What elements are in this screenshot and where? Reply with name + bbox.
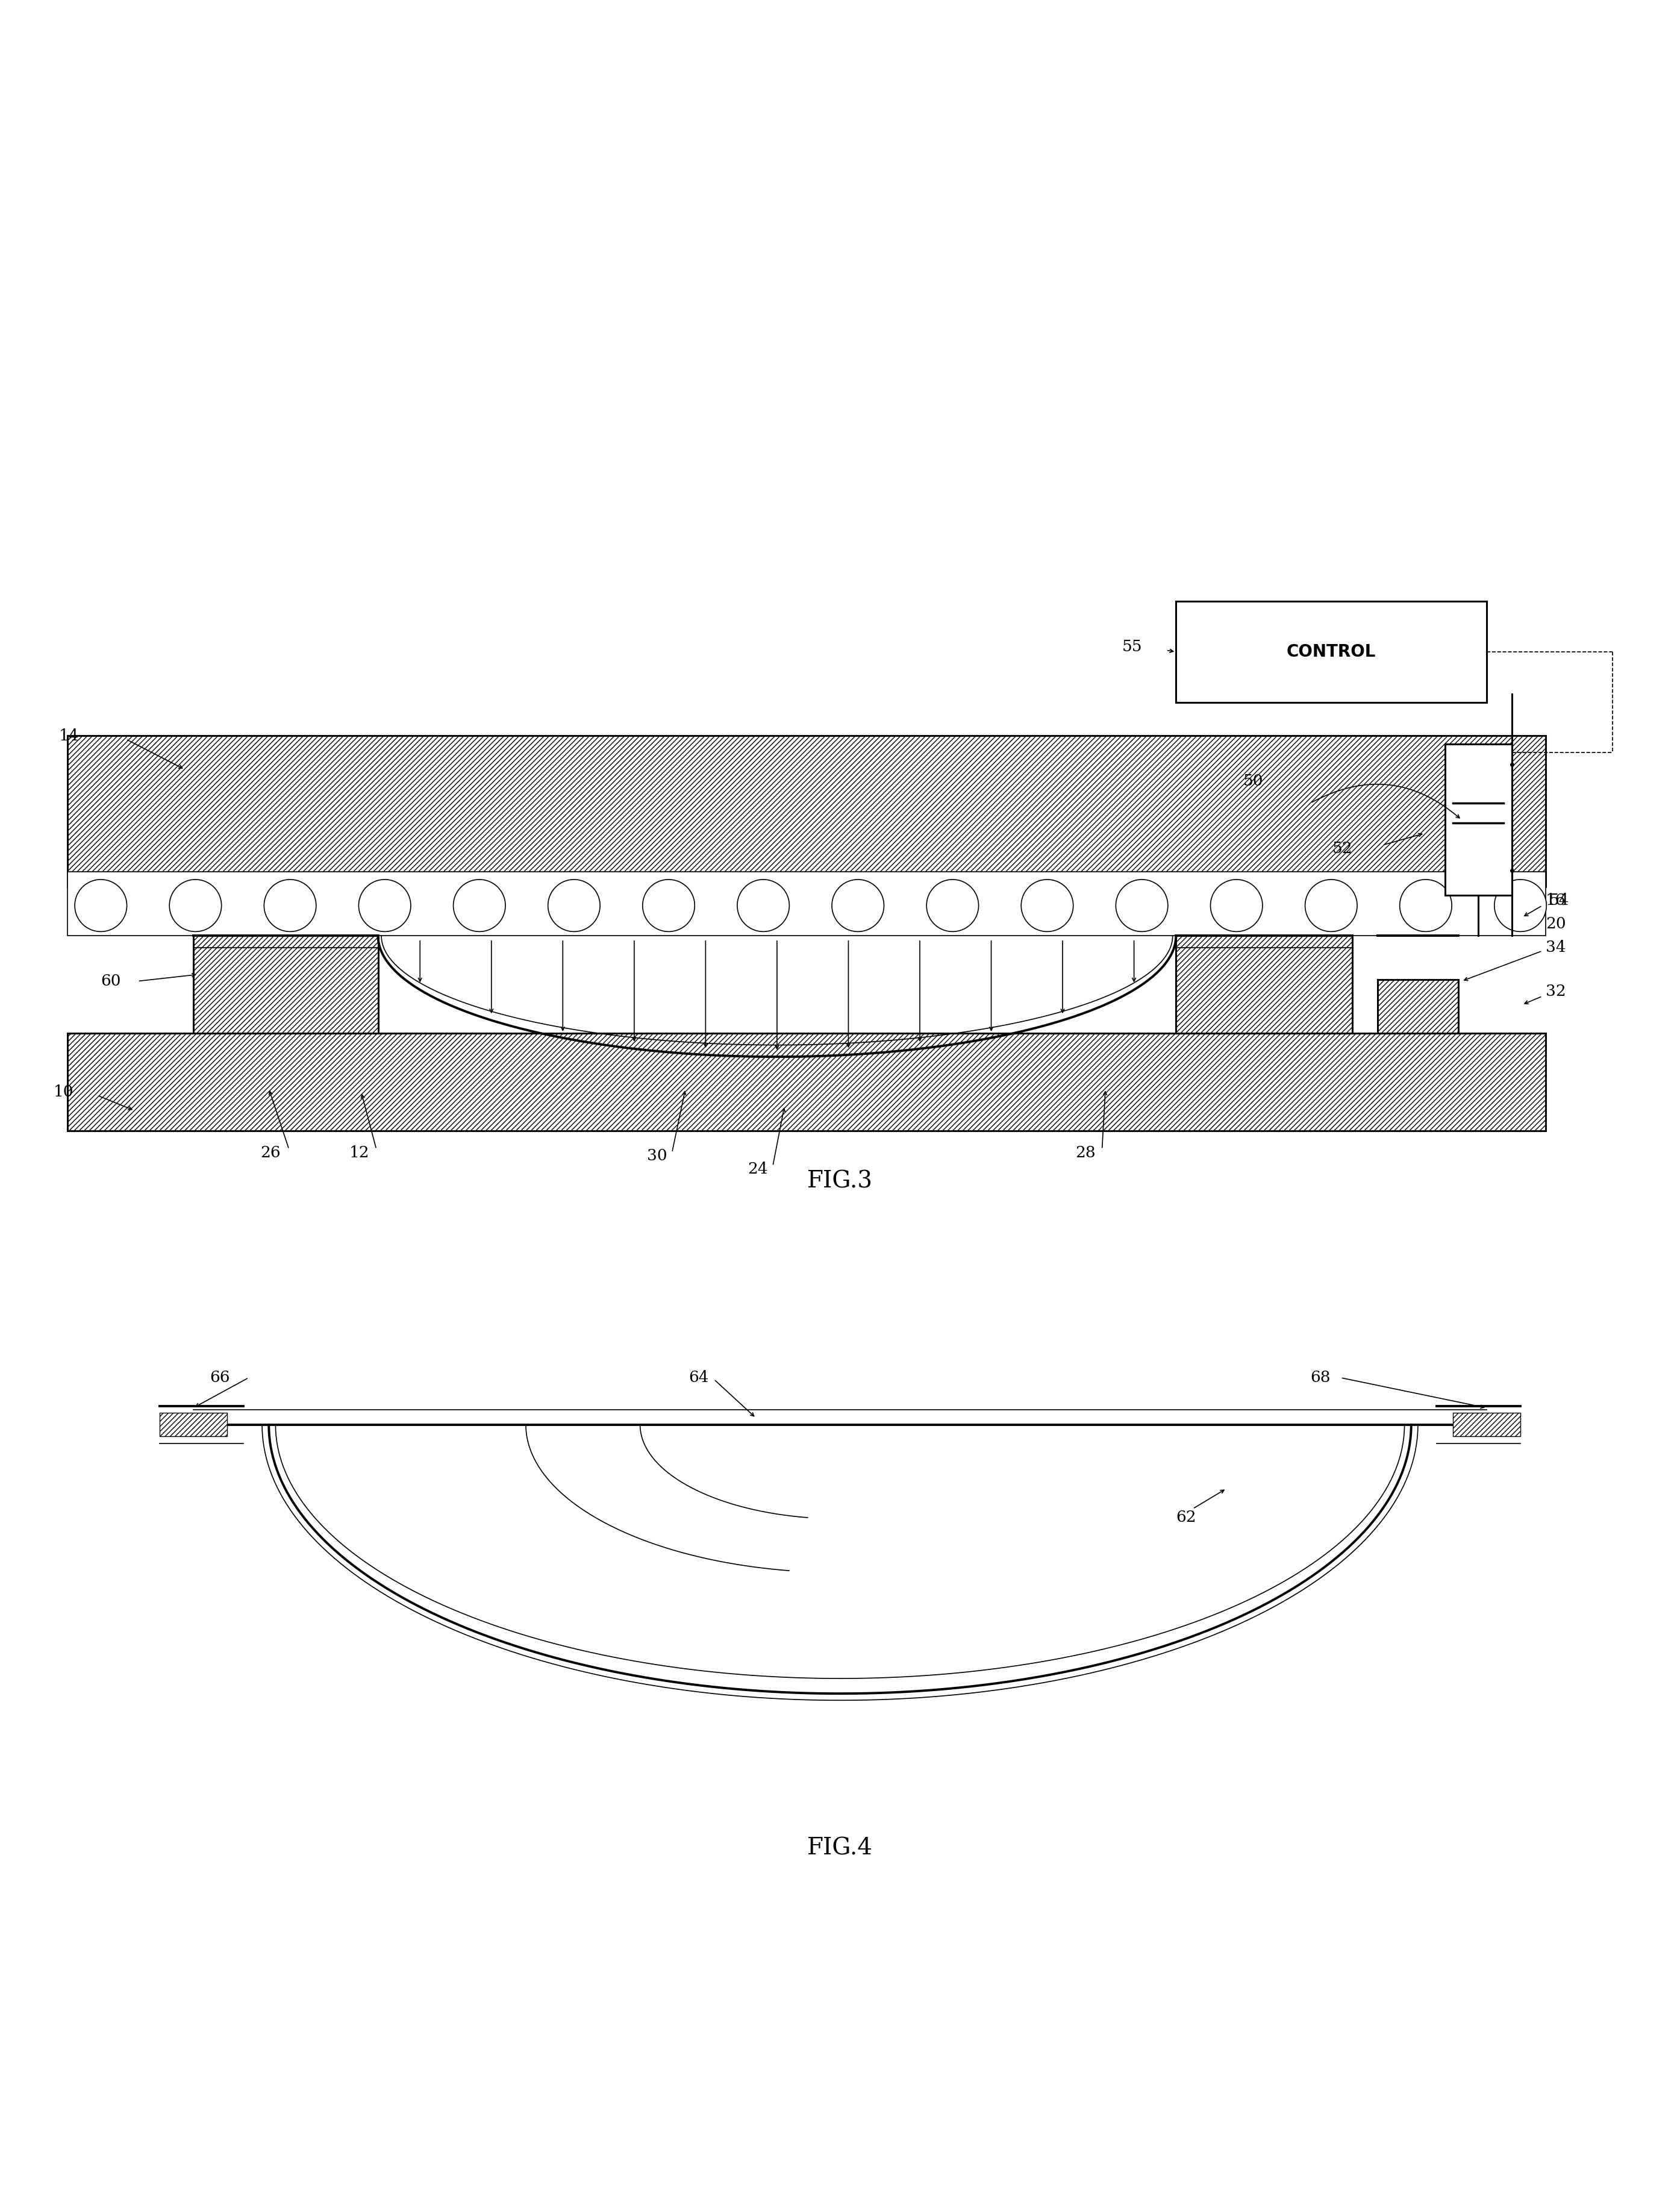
Polygon shape bbox=[67, 935, 1546, 1057]
Text: FIG.3: FIG.3 bbox=[806, 1170, 874, 1192]
Text: 30: 30 bbox=[647, 1148, 667, 1163]
Circle shape bbox=[738, 880, 790, 931]
Circle shape bbox=[1021, 880, 1074, 931]
Text: 16: 16 bbox=[1546, 893, 1566, 909]
Text: 20: 20 bbox=[1546, 918, 1566, 931]
Text: 54: 54 bbox=[1549, 893, 1569, 909]
Text: FIG.4: FIG.4 bbox=[806, 1837, 874, 1859]
Bar bbox=[1176, 601, 1487, 703]
Circle shape bbox=[643, 880, 696, 931]
Circle shape bbox=[832, 880, 884, 931]
Text: 52: 52 bbox=[1332, 840, 1352, 856]
Circle shape bbox=[1495, 880, 1547, 931]
Circle shape bbox=[264, 880, 316, 931]
Circle shape bbox=[358, 880, 410, 931]
Text: 26: 26 bbox=[260, 1145, 281, 1161]
Bar bbox=[1453, 1413, 1520, 1437]
Circle shape bbox=[170, 880, 222, 931]
Text: 10: 10 bbox=[54, 1086, 74, 1099]
Text: 62: 62 bbox=[1176, 1510, 1196, 1526]
Bar bbox=[193, 935, 378, 1033]
Bar bbox=[1176, 935, 1352, 1033]
Text: 24: 24 bbox=[748, 1161, 768, 1176]
Circle shape bbox=[76, 880, 128, 931]
Text: 68: 68 bbox=[1310, 1371, 1331, 1386]
Text: 55: 55 bbox=[1122, 639, 1142, 654]
Bar bbox=[67, 871, 1546, 935]
Circle shape bbox=[1211, 880, 1263, 931]
Text: 64: 64 bbox=[689, 1371, 709, 1386]
Bar bbox=[67, 1033, 1546, 1130]
Circle shape bbox=[454, 880, 506, 931]
Text: 14: 14 bbox=[59, 727, 79, 743]
Circle shape bbox=[927, 880, 978, 931]
Text: 34: 34 bbox=[1546, 940, 1566, 955]
Text: 28: 28 bbox=[1075, 1145, 1095, 1161]
Text: 60: 60 bbox=[101, 973, 121, 988]
Text: 32: 32 bbox=[1546, 984, 1566, 999]
Bar bbox=[67, 736, 1546, 887]
Circle shape bbox=[1116, 880, 1168, 931]
Bar bbox=[1445, 745, 1512, 895]
Circle shape bbox=[1399, 880, 1452, 931]
Circle shape bbox=[1305, 880, 1357, 931]
Text: 66: 66 bbox=[210, 1371, 230, 1386]
Polygon shape bbox=[67, 935, 1546, 1057]
Text: 12: 12 bbox=[349, 1145, 370, 1161]
Text: 50: 50 bbox=[1243, 774, 1263, 789]
Text: CONTROL: CONTROL bbox=[1287, 643, 1376, 661]
Circle shape bbox=[548, 880, 600, 931]
Bar bbox=[160, 1413, 227, 1437]
Bar bbox=[1378, 979, 1458, 1033]
